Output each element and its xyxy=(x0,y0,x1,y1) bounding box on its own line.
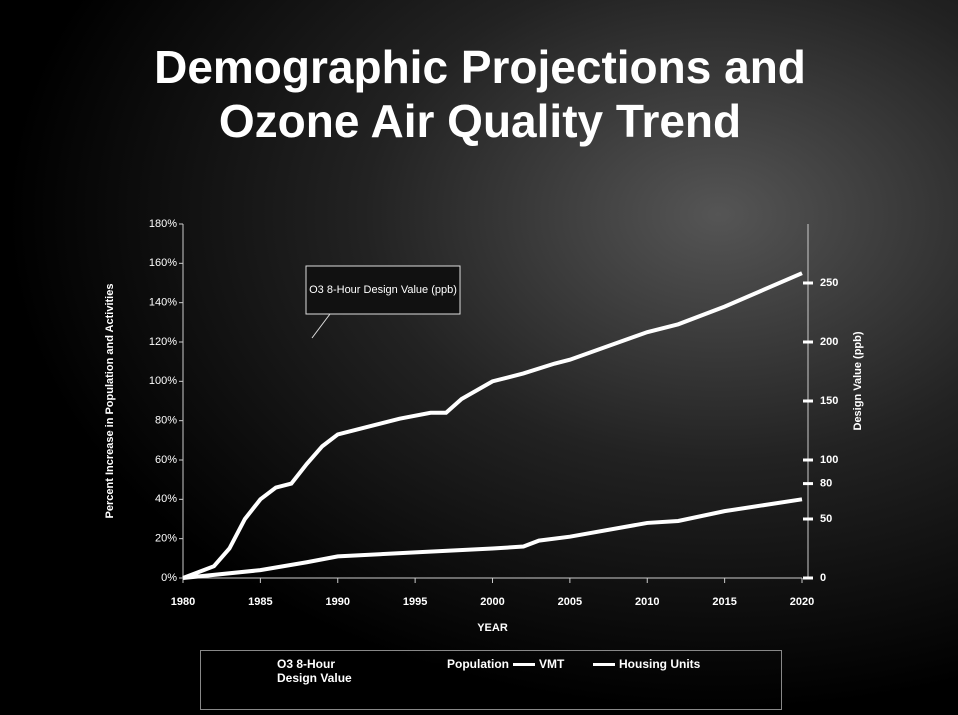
y2-tick-label: 0 xyxy=(820,572,826,584)
y-tick-label: 180% xyxy=(149,218,177,230)
y2-axis-label: Design Value (ppb) xyxy=(852,331,864,430)
y-tick-label: 20% xyxy=(155,533,177,545)
x-tick-label: 2000 xyxy=(480,596,504,608)
y2-tick-label: 250 xyxy=(820,277,838,289)
y-tick-label: 0% xyxy=(161,572,177,584)
legend-item: VMT xyxy=(513,657,564,671)
chart: 0% 20% 40% 60% 80% 100% 120% 140% 160% 180% 0 50 80 1… xyxy=(0,0,958,715)
x-tick-label: 1980 xyxy=(171,596,195,608)
x-axis-label: YEAR xyxy=(477,622,508,634)
y-tick-label: 140% xyxy=(149,297,177,309)
series-line xyxy=(183,499,802,578)
annotation: O3 8-Hour Design Value (ppb) xyxy=(309,284,457,296)
y-tick-label: 80% xyxy=(155,415,177,427)
legend-swatch xyxy=(251,663,273,666)
y2-tick-label: 50 xyxy=(820,513,832,525)
x-tick-label: 2010 xyxy=(635,596,659,608)
legend-label: Housing Units xyxy=(619,657,700,671)
y-tick-label: 100% xyxy=(149,375,177,387)
legend-swatch xyxy=(513,663,535,666)
legend-swatch xyxy=(593,663,615,666)
legend: O3 8-Hour Design Value Population VMT Housi… xyxy=(200,650,782,710)
x-tick-label: 2015 xyxy=(712,596,736,608)
legend-item: Housing Units xyxy=(593,657,700,671)
x-tick-label: 2005 xyxy=(558,596,582,608)
y-tick-label: 160% xyxy=(149,257,177,269)
y2-tick-label: 200 xyxy=(820,336,838,348)
annotation-pointer xyxy=(312,314,330,338)
legend-item: O3 8-Hour Design Value xyxy=(251,657,367,685)
x-tick-label: 1985 xyxy=(248,596,272,608)
legend-label: O3 8-Hour Design Value xyxy=(277,657,367,685)
x-tick-label: 2020 xyxy=(790,596,814,608)
y-axis-label: Percent Increase in Population and Activ… xyxy=(104,284,116,519)
x-tick-label: 1990 xyxy=(326,596,350,608)
y-tick-label: 60% xyxy=(155,454,177,466)
y-tick-label: 120% xyxy=(149,336,177,348)
legend-label: VMT xyxy=(539,657,564,671)
y2-tick-label: 100 xyxy=(820,454,838,466)
legend-swatch xyxy=(421,663,443,666)
legend-item: Population xyxy=(421,657,509,671)
y2-tick-label: 150 xyxy=(820,395,838,407)
legend-label: Population xyxy=(447,657,509,671)
series-line xyxy=(183,273,802,578)
y-tick-label: 40% xyxy=(155,493,177,505)
y2-tick-label: 80 xyxy=(820,478,832,490)
slide: Demographic Projections and Ozone Air Qu… xyxy=(0,0,958,715)
x-tick-label: 1995 xyxy=(403,596,427,608)
